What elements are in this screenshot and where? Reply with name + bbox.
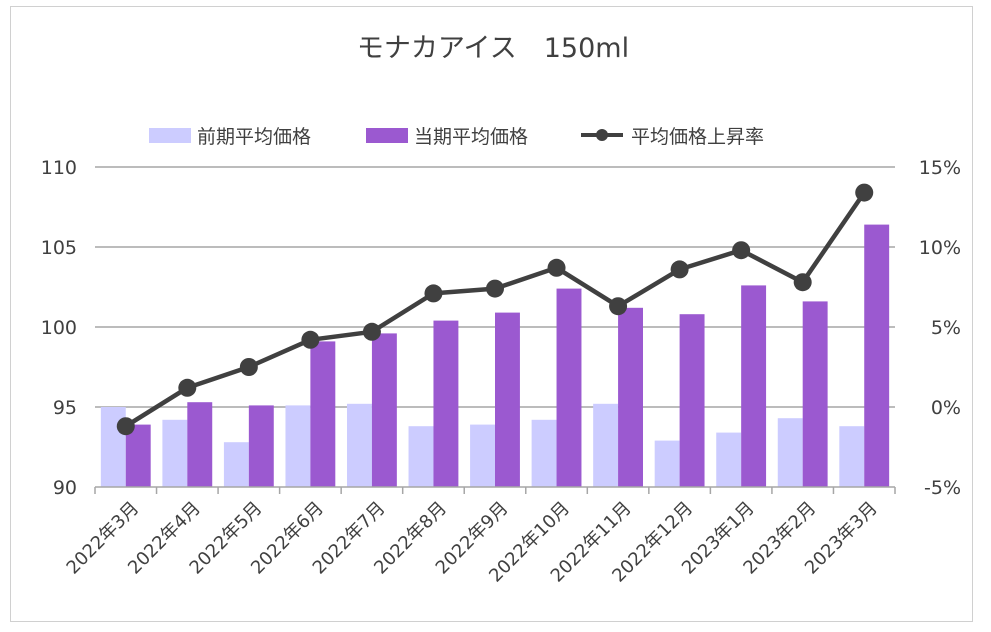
y-right-tick-label: 5% [931, 317, 961, 339]
bar-current-avg-price [495, 312, 520, 487]
chart-svg: モナカアイス 150ml 前期平均価格 当期平均価格 平均価格上昇率 90 -5%… [41, 33, 961, 587]
bar-prior-avg-price [223, 442, 249, 487]
bar-prior-avg-price [347, 403, 372, 487]
bar-prior-avg-price [654, 440, 680, 487]
bar-current-avg-price [125, 424, 151, 487]
rate-point [239, 358, 258, 376]
legend-swatch-prior [149, 128, 191, 143]
rate-point [486, 279, 504, 298]
legend-marker-rate [596, 129, 608, 141]
rate-point [732, 241, 751, 260]
bar-current-avg-price [679, 314, 705, 487]
rate-point [301, 330, 320, 349]
bar-prior-avg-price [531, 419, 557, 487]
rate-point [362, 322, 381, 341]
rate-point [855, 183, 874, 202]
legend-label-rate: 平均価格上昇率 [631, 126, 764, 148]
y-tick-labels: 90 -5% 95 0% 100 5% 105 10% 110 15% [41, 157, 961, 499]
bar-prior-avg-price [593, 403, 619, 487]
legend-swatch-current [366, 128, 408, 143]
bar-current-avg-price [864, 224, 890, 487]
rate-point [793, 273, 812, 292]
bar-current-avg-price [556, 288, 582, 487]
bar-current-avg-price [802, 301, 828, 487]
bar-prior-avg-price [285, 405, 311, 487]
bar-current-avg-price [618, 307, 643, 487]
bar-current-avg-price [433, 320, 459, 487]
y-left-tick-label: 100 [41, 317, 77, 339]
rate-point [609, 297, 628, 316]
y-right-tick-label: 0% [931, 397, 961, 419]
rate-point [424, 284, 443, 303]
bar-current-avg-price [310, 341, 336, 487]
y-left-tick-label: 95 [53, 397, 77, 419]
bar-current-avg-price [371, 333, 397, 487]
rate-line [116, 183, 874, 436]
y-left-tick-label: 90 [53, 477, 77, 499]
rate-point [178, 378, 197, 397]
bar-prior-avg-price [777, 418, 803, 487]
rate-point [670, 260, 689, 279]
legend: 前期平均価格 当期平均価格 平均価格上昇率 [149, 126, 764, 148]
bar-current-avg-price [187, 402, 213, 487]
bar-current-avg-price [741, 285, 767, 487]
bar-prior-avg-price [408, 426, 434, 487]
x-tick-labels: 2022年3月2022年4月2022年5月2022年6月2022年7月2022年… [63, 498, 882, 587]
axes [94, 486, 896, 494]
chart-title: モナカアイス 150ml [357, 33, 629, 64]
y-left-tick-label: 105 [41, 237, 77, 259]
bar-prior-avg-price [716, 432, 742, 487]
legend-label-prior: 前期平均価格 [197, 126, 311, 148]
rate-point [547, 258, 566, 277]
y-right-tick-label: 15% [919, 157, 961, 179]
y-right-tick-label: -5% [924, 477, 961, 499]
y-left-tick-label: 110 [41, 157, 77, 179]
bar-current-avg-price [248, 405, 274, 487]
rate-point [116, 417, 135, 436]
bars [100, 224, 890, 487]
bar-prior-avg-price [162, 419, 188, 487]
bar-prior-avg-price [470, 424, 495, 487]
bar-prior-avg-price [839, 426, 865, 487]
y-right-tick-label: 10% [919, 237, 961, 259]
legend-label-current: 当期平均価格 [414, 126, 528, 148]
chart-frame: モナカアイス 150ml 前期平均価格 当期平均価格 平均価格上昇率 90 -5%… [10, 6, 973, 622]
